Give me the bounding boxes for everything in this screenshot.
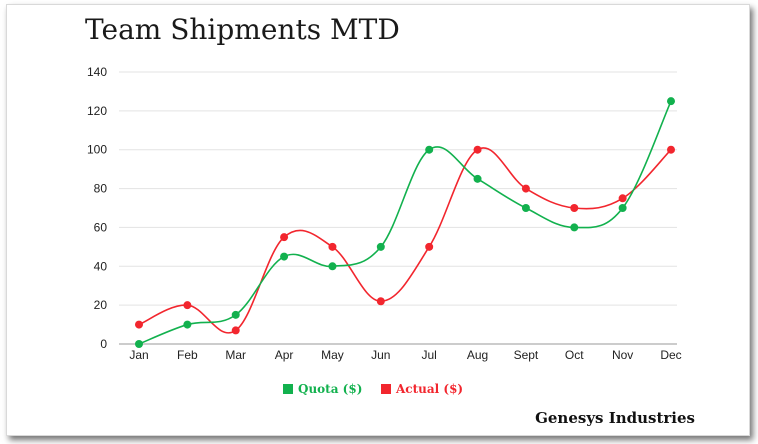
- quota-point: [618, 204, 627, 212]
- y-tick-label: 80: [94, 182, 108, 196]
- x-tick-label: Jun: [371, 348, 390, 362]
- x-tick-label: Sept: [514, 348, 539, 362]
- x-tick-label: Aug: [467, 348, 488, 362]
- y-tick-label: 20: [94, 298, 108, 312]
- actual-point: [328, 242, 337, 251]
- legend-swatch-quota: [283, 384, 293, 394]
- x-tick-label: Feb: [177, 348, 198, 362]
- quota-point: [376, 242, 385, 251]
- quota-point: [183, 320, 192, 329]
- quota-point: [425, 145, 434, 154]
- legend-swatch-actual: [381, 384, 391, 394]
- x-tick-label: Jan: [129, 348, 148, 362]
- x-tick-label: Jul: [422, 348, 437, 362]
- y-tick-label: 40: [94, 259, 108, 273]
- y-tick-label: 140: [87, 65, 107, 79]
- actual-point: [570, 204, 579, 212]
- actual-point: [521, 184, 530, 193]
- company-name: Genesys Industries: [535, 409, 695, 427]
- y-tick-label: 60: [94, 220, 108, 234]
- quota-point: [231, 310, 240, 319]
- legend-label-quota: Quota ($): [298, 382, 362, 396]
- y-tick-label: 0: [100, 337, 107, 351]
- quota-point: [570, 223, 579, 232]
- y-tick-label: 120: [87, 104, 107, 118]
- legend-label-actual: Actual ($): [395, 382, 463, 396]
- quota-point: [521, 204, 530, 212]
- x-tick-label: Mar: [225, 348, 246, 362]
- actual-point: [135, 320, 143, 329]
- quota-point: [280, 252, 289, 261]
- quota-point: [473, 174, 482, 183]
- actual-point: [183, 301, 192, 310]
- actual-point: [231, 326, 240, 335]
- actual-point: [425, 242, 434, 251]
- quota-point: [135, 340, 143, 348]
- x-tick-label: Dec: [660, 348, 681, 362]
- x-tick-label: May: [321, 348, 344, 362]
- x-tick-label: Apr: [275, 348, 294, 362]
- x-tick-label: Oct: [565, 348, 584, 362]
- actual-point: [667, 145, 675, 154]
- chart-title: Team Shipments MTD: [85, 13, 400, 46]
- y-tick-label: 100: [87, 143, 107, 157]
- actual-point: [618, 194, 627, 203]
- quota-point: [667, 97, 675, 106]
- actual-point: [473, 145, 482, 154]
- chart-card: Team Shipments MTD 0 20 40 60 80 100 120 140 Jan…: [6, 4, 750, 436]
- actual-point: [376, 297, 385, 306]
- series-line-quota: [138, 100, 672, 345]
- actual-point: [280, 233, 289, 242]
- x-tick-label: Nov: [612, 348, 633, 362]
- line-chart: 0 20 40 60 80 100 120 140 Jan Feb Mar Apr May Jun Jul A…: [87, 65, 682, 396]
- quota-point: [328, 262, 337, 271]
